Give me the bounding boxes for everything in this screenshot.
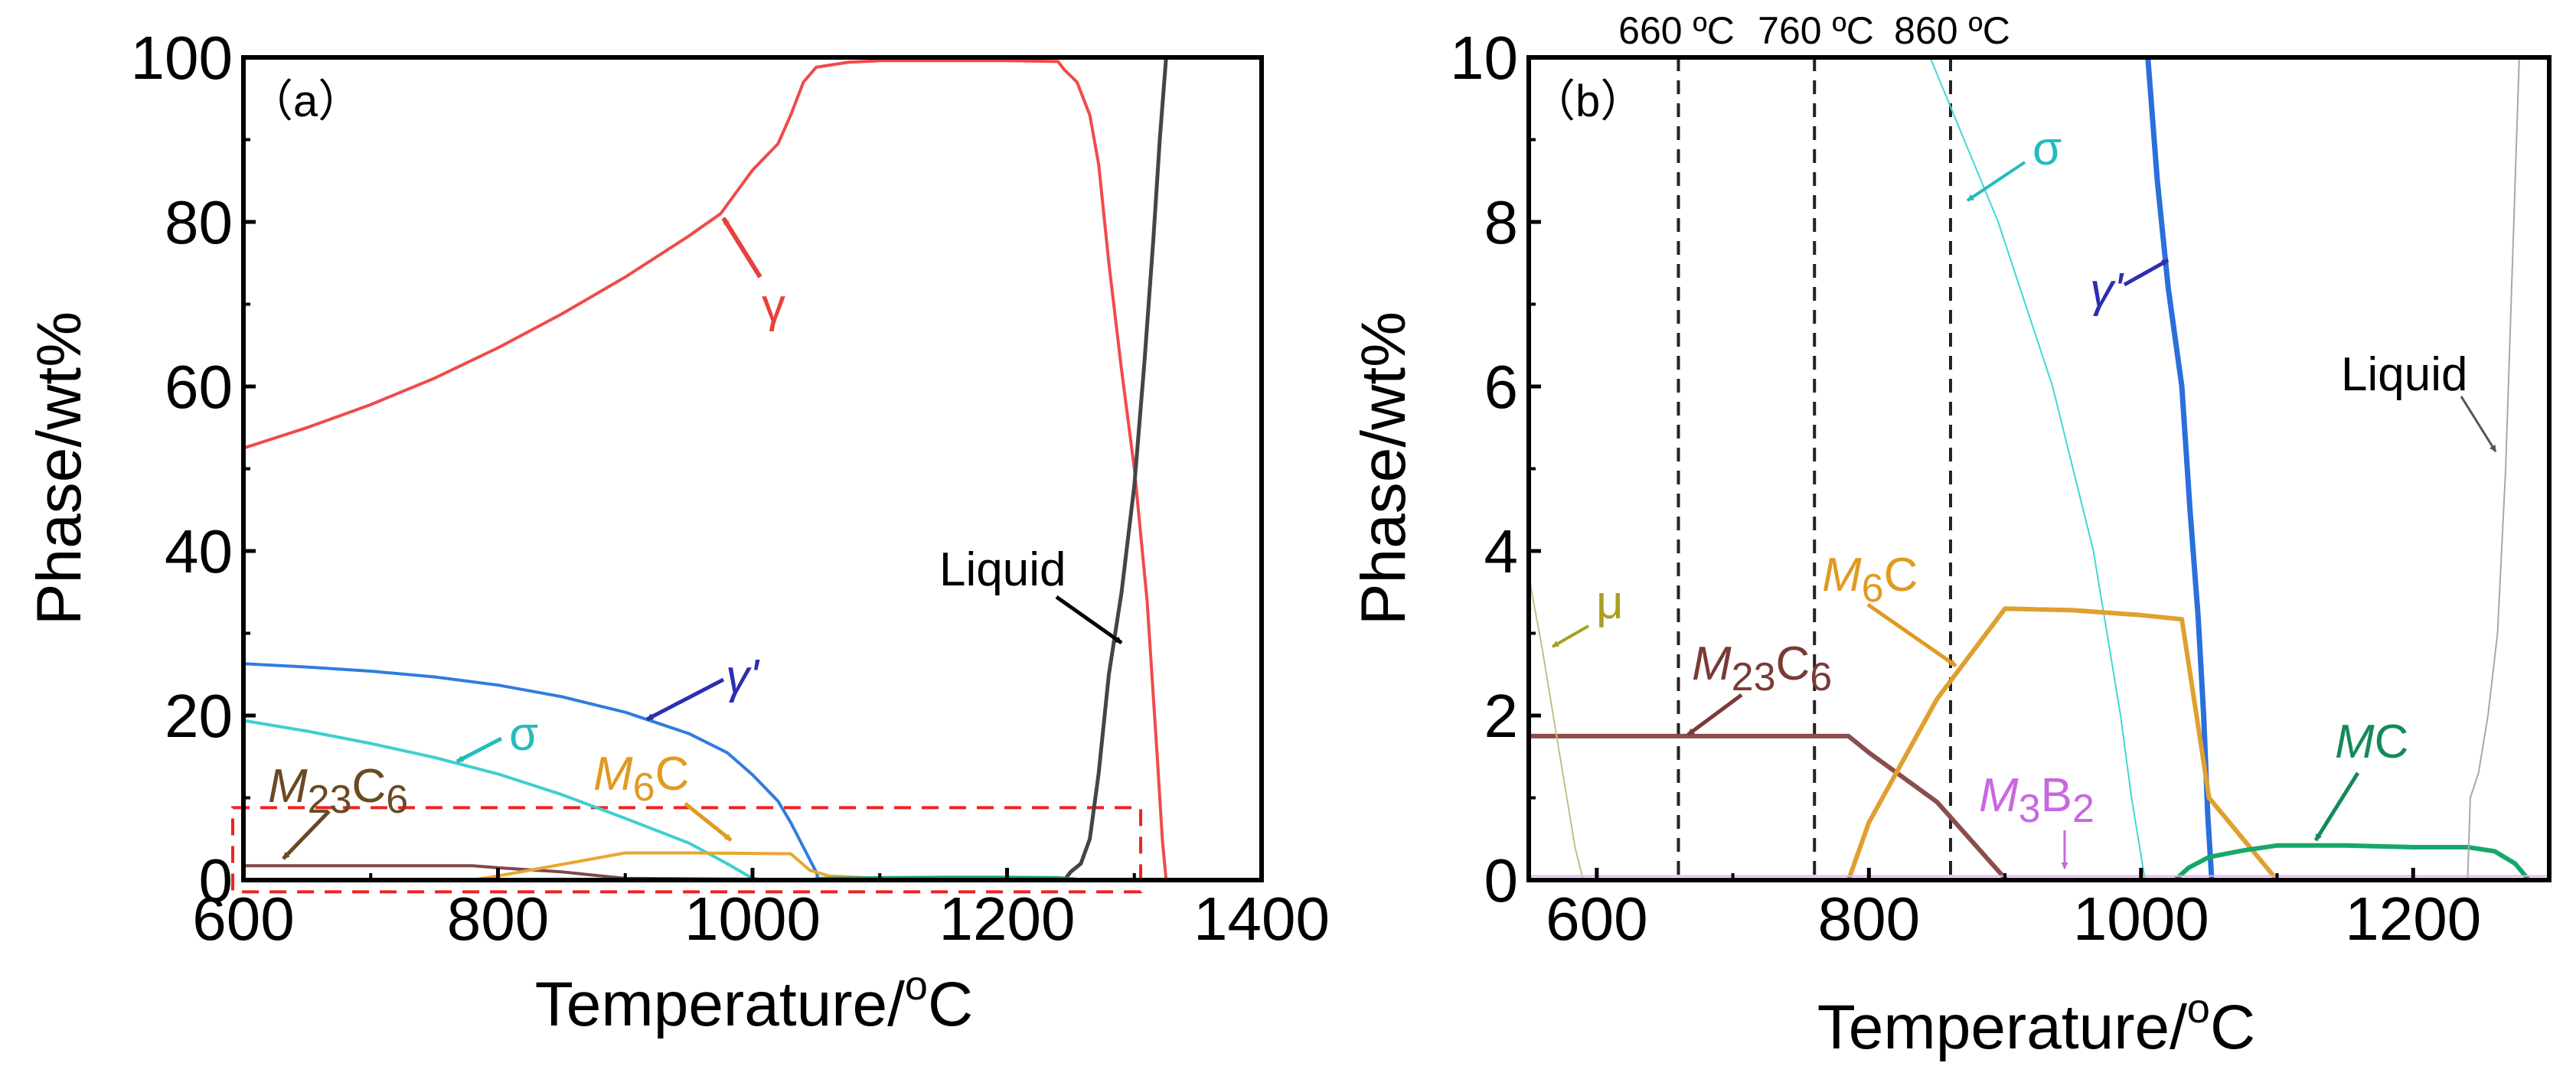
x-tick-label: 1000 bbox=[684, 885, 821, 953]
annotation-arrow bbox=[2313, 771, 2360, 842]
panel-a-annotation-gamma: γ bbox=[721, 217, 785, 332]
panel-b-series-group bbox=[1529, 57, 2549, 880]
annotation-m6c-label: M6C bbox=[593, 748, 689, 810]
panel-b-plot-area bbox=[1529, 57, 2549, 880]
y-tick-label: 10 bbox=[1450, 24, 1518, 92]
x-tick-label: 1200 bbox=[2345, 885, 2481, 953]
annotation-mu-label: μ bbox=[1596, 576, 1624, 629]
panel-a-y-axis-label: Phase/wt% bbox=[24, 311, 94, 625]
annotation-m6c-label: M6C bbox=[1822, 549, 1918, 611]
y-tick-label: 80 bbox=[165, 188, 233, 256]
panel-b-annotation-sigma: σ bbox=[1966, 122, 2062, 202]
vline-label-860: 860 ºC bbox=[1894, 9, 2010, 52]
panel-b-label: （b） bbox=[1531, 77, 1644, 126]
x-tick-label: 800 bbox=[1818, 885, 1920, 953]
y-tick-label: 0 bbox=[1484, 846, 1519, 915]
panel-b-annotation-liquid: Liquid bbox=[2341, 348, 2497, 452]
panel-a-plot-area bbox=[231, 57, 1168, 894]
annotation-sigma-label: σ bbox=[509, 708, 538, 761]
panel-b-annotation-m6c: M6C bbox=[1822, 549, 1957, 668]
panel-a-series-group bbox=[243, 57, 1168, 880]
x-tick-label: 1200 bbox=[939, 885, 1076, 953]
panel-a-annotation-sigma: σ bbox=[455, 708, 538, 764]
series-gamma bbox=[243, 59, 1168, 880]
annotation-liquid-label: Liquid bbox=[939, 543, 1066, 596]
series-gamma-prime bbox=[243, 662, 821, 880]
annotation-m23c6-label: M23C6 bbox=[1692, 637, 1832, 699]
panel-b-annotation-mc: MC bbox=[2313, 716, 2408, 842]
annotation-m3b2-label: M3B2 bbox=[1979, 769, 2094, 831]
annotation-arrow bbox=[1866, 602, 1957, 668]
x-tick-label: 1000 bbox=[2073, 885, 2209, 953]
annotation-gamma-label: γ bbox=[762, 279, 785, 332]
x-tick-label: 800 bbox=[447, 885, 549, 953]
vline-label-660: 660 ºC bbox=[1618, 9, 1735, 52]
panel-a-annotation-m6c: M6C bbox=[593, 748, 733, 842]
panel-b-annotation-gamma-prime: γ' bbox=[2090, 258, 2170, 317]
y-tick-label: 100 bbox=[131, 24, 233, 92]
panel-b-annotation-m23c6: M23C6 bbox=[1686, 637, 1832, 737]
panel-b-y-axis-label: Phase/wt% bbox=[1349, 311, 1419, 625]
panel-b-ticks: 600 800 1000 1200 0 2 4 6 8 10 bbox=[1450, 24, 2481, 953]
series-m23c6 bbox=[1529, 733, 2008, 880]
panel-b-annotation-m3b2: M3B2 bbox=[1979, 769, 2094, 869]
series-m6c bbox=[471, 851, 882, 880]
series-sigma bbox=[1929, 57, 2147, 880]
annotation-arrow bbox=[721, 217, 762, 279]
vline-label-760: 760 ºC bbox=[1758, 9, 1874, 52]
annotation-arrow bbox=[1552, 624, 1589, 648]
y-tick-label: 2 bbox=[1484, 682, 1519, 750]
annotation-gamma-prime-label: γ' bbox=[2090, 264, 2124, 317]
x-tick-label: 1400 bbox=[1193, 885, 1330, 953]
annotation-gamma-prime-label: γ' bbox=[726, 650, 760, 703]
panel-b-annotation-mu: μ bbox=[1552, 576, 1624, 648]
series-mu bbox=[1529, 575, 1585, 880]
series-m23c6 bbox=[243, 864, 754, 880]
highlight-box bbox=[231, 806, 1143, 894]
y-tick-label: 40 bbox=[165, 517, 233, 585]
panel-b-x-axis-label: Temperature/oC bbox=[1817, 986, 2255, 1062]
annotation-m23c6-label: M23C6 bbox=[268, 760, 408, 822]
y-tick-label: 60 bbox=[165, 353, 233, 421]
series-mc bbox=[2173, 843, 2532, 880]
panel-a-x-axis-label: Temperature/oC bbox=[535, 963, 973, 1039]
annotation-arrow bbox=[645, 677, 725, 722]
annotation-arrow bbox=[1966, 161, 2026, 202]
annotation-mc-label: MC bbox=[2335, 716, 2408, 768]
series-liquid bbox=[1062, 57, 1168, 880]
panel-a-annotation-m23c6: M23C6 bbox=[268, 760, 408, 860]
annotation-arrow bbox=[2123, 258, 2170, 287]
panel-a-label: （a） bbox=[249, 77, 362, 126]
y-tick-label: 6 bbox=[1484, 353, 1519, 421]
annotation-arrow bbox=[455, 736, 503, 764]
series-sigma bbox=[243, 719, 767, 880]
annotation-arrow bbox=[684, 802, 733, 842]
series-m6c bbox=[1846, 606, 2280, 880]
panel-a-ticks: 600 800 1000 1200 1400 0 20 40 60 80 100 bbox=[131, 24, 1330, 953]
y-tick-label: 20 bbox=[165, 682, 233, 750]
annotation-arrow bbox=[1055, 595, 1123, 645]
annotation-liquid-label: Liquid bbox=[2341, 348, 2467, 401]
y-tick-label: 0 bbox=[199, 846, 233, 915]
y-tick-label: 8 bbox=[1484, 188, 1519, 256]
x-tick-label: 600 bbox=[1546, 885, 1647, 953]
annotation-sigma-label: σ bbox=[2032, 122, 2062, 175]
annotation-arrow bbox=[1686, 693, 1743, 737]
annotation-arrow bbox=[2460, 396, 2497, 452]
y-tick-label: 4 bbox=[1484, 517, 1519, 585]
panel-a-frame bbox=[241, 55, 1264, 882]
x-tick-label: 600 bbox=[192, 885, 294, 953]
panel-a-annotation-liquid: Liquid bbox=[939, 543, 1123, 645]
panel-a-annotation-gamma-prime: γ' bbox=[645, 650, 760, 722]
annotation-arrow bbox=[282, 810, 331, 860]
series-liquid bbox=[2467, 57, 2520, 880]
